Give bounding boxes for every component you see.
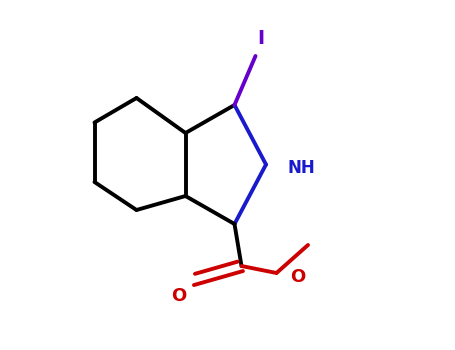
Text: O: O	[171, 287, 186, 305]
Text: I: I	[257, 29, 264, 48]
Text: O: O	[290, 267, 305, 286]
Text: NH: NH	[287, 159, 315, 177]
